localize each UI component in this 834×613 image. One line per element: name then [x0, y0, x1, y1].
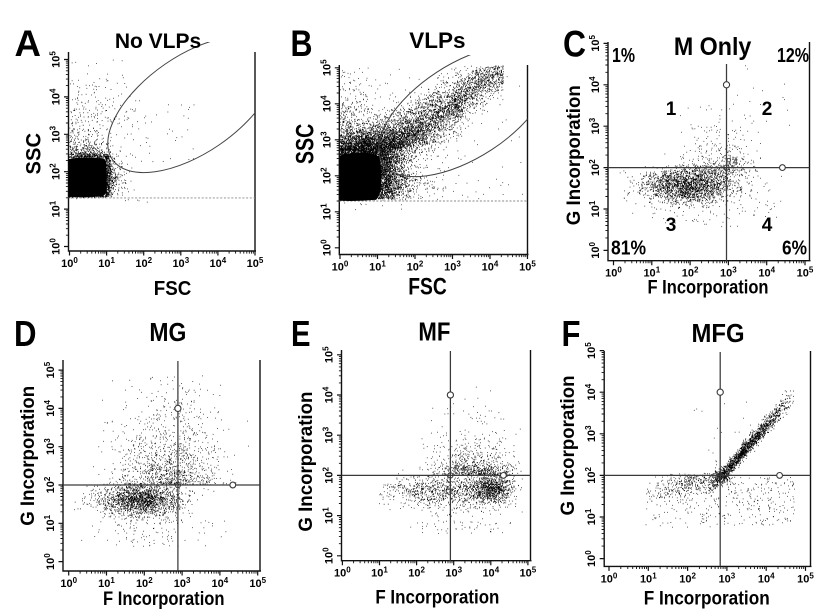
svg-text:F Incorporation: F Incorporation [103, 589, 225, 610]
svg-text:1%: 1% [612, 45, 635, 67]
svg-text:MG: MG [149, 317, 186, 347]
svg-text:F Incorporation: F Incorporation [644, 589, 770, 610]
svg-text:No VLPs: No VLPs [115, 30, 201, 53]
svg-text:12%: 12% [777, 45, 809, 67]
svg-text:FSC: FSC [154, 278, 192, 300]
svg-text:F Incorporation: F Incorporation [375, 587, 499, 608]
svg-text:D: D [14, 313, 37, 354]
svg-text:B: B [291, 23, 313, 64]
svg-text:1: 1 [666, 99, 677, 120]
svg-text:MFG: MFG [692, 318, 745, 348]
svg-text:F: F [562, 313, 581, 354]
svg-text:M Only: M Only [674, 33, 752, 61]
svg-text:3: 3 [666, 215, 677, 236]
svg-text:A: A [15, 23, 42, 64]
svg-text:81%: 81% [611, 238, 646, 260]
svg-text:MF: MF [418, 317, 450, 347]
svg-text:4: 4 [762, 215, 773, 236]
svg-text:VLPs: VLPs [409, 28, 465, 53]
svg-text:6%: 6% [782, 238, 807, 260]
svg-text:FSC: FSC [408, 274, 447, 301]
svg-text:SSC: SSC [23, 133, 46, 175]
svg-text:SSC: SSC [292, 124, 320, 165]
svg-text:2: 2 [762, 99, 773, 120]
svg-text:G Incorporation: G Incorporation [563, 85, 585, 225]
svg-text:G Incorporation: G Incorporation [17, 386, 39, 526]
svg-text:E: E [291, 313, 311, 354]
svg-text:F Incorporation: F Incorporation [648, 278, 769, 299]
svg-text:G Incorporation: G Incorporation [557, 376, 579, 516]
svg-text:G Incorporation: G Incorporation [295, 392, 317, 532]
svg-text:C: C [563, 23, 586, 64]
